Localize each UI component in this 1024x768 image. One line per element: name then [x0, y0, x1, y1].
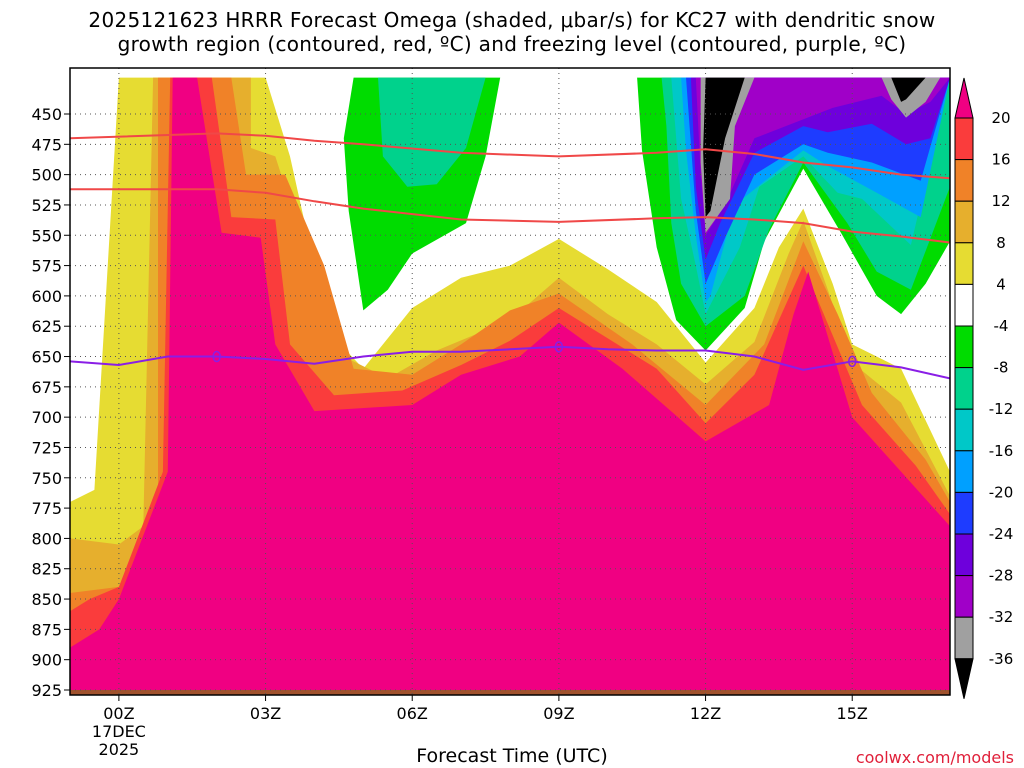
colorbar-label: -4	[994, 317, 1009, 335]
x-tick-label: 00Z	[103, 704, 134, 723]
x-tick-label: 03Z	[250, 704, 281, 723]
y-tick-label: 525	[31, 196, 62, 215]
colorbar-label: 16	[991, 151, 1010, 169]
colorbar-swatch	[954, 575, 974, 618]
colorbar-label: 20	[991, 109, 1010, 127]
colorbar-label: -32	[989, 608, 1014, 626]
colorbar-label: 4	[996, 275, 1006, 293]
credit-text[interactable]: coolwx.com/models	[855, 748, 1014, 767]
grid-lines	[70, 68, 950, 695]
colorbar-label: -24	[989, 525, 1014, 543]
y-tick-label: 900	[31, 651, 62, 670]
y-tick-label: 650	[31, 348, 62, 367]
x-date-label: 2025	[99, 740, 140, 759]
colorbar-label: -8	[994, 359, 1009, 377]
dendritic-growth-contour	[70, 132, 950, 180]
omega-region-6	[378, 77, 486, 187]
y-tick-label: 575	[31, 257, 62, 276]
x-axis-label: Forecast Time (UTC)	[416, 745, 608, 767]
colorbar-swatch	[954, 159, 974, 202]
colorbar-label: -12	[989, 400, 1014, 418]
y-tick-label: 700	[31, 408, 62, 427]
x-tick-label: 15Z	[837, 704, 868, 723]
colorbar-swatch	[954, 367, 974, 410]
freezing-level-label-marker	[554, 341, 564, 353]
x-date-label: 17DEC	[92, 722, 146, 741]
plot-frame	[69, 67, 951, 696]
colorbar-label: -16	[989, 442, 1014, 460]
y-tick-label: 675	[31, 378, 62, 397]
contour-lines	[70, 132, 950, 380]
y-tick-label: 725	[31, 438, 62, 457]
x-tick-label: 09Z	[543, 704, 574, 723]
y-tick-label: 775	[31, 499, 62, 518]
dendritic-growth-contour	[70, 188, 950, 244]
colorbar-swatch	[954, 491, 974, 535]
colorbar-label: -28	[989, 567, 1014, 585]
omega-region-4	[70, 77, 950, 695]
colorbar: 20 16 12 8 4 -4 -8 -12 -16 -20 -24 -28 -32 -36	[954, 77, 1014, 699]
colorbar-arrow-top	[954, 77, 974, 119]
y-tick-label: 625	[31, 317, 62, 336]
colorbar-swatch	[954, 616, 974, 660]
y-tick-label: 475	[31, 135, 62, 154]
omega-shading	[70, 77, 950, 695]
omega-region-16	[703, 77, 745, 218]
colorbar-label: -36	[989, 650, 1014, 668]
chart-title-line2: growth region (contoured, red, ºC) and f…	[117, 32, 907, 56]
x-tick-label: 12Z	[690, 704, 721, 723]
freezing-level-label-marker	[212, 350, 221, 363]
y-tick-label: 600	[31, 287, 62, 306]
colorbar-swatch	[954, 200, 974, 244]
colorbar-arrow-bottom	[954, 658, 974, 699]
y-tick-label: 450	[31, 105, 62, 124]
colorbar-swatch	[954, 242, 974, 285]
colorbar-label: 12	[991, 192, 1010, 210]
y-tick-label: 925	[31, 681, 62, 700]
y-tick-label: 825	[31, 560, 62, 579]
colorbar-swatch	[954, 533, 974, 577]
x-tick-label: 06Z	[397, 704, 428, 723]
colorbar-swatch	[954, 408, 974, 452]
freezing-level-label-marker	[847, 355, 857, 368]
chart-title-line1: 2025121623 HRRR Forecast Omega (shaded, …	[88, 8, 936, 32]
colorbar-swatch	[954, 117, 974, 161]
y-tick-label: 500	[31, 166, 62, 185]
colorbar-swatch	[954, 283, 974, 327]
y-tick-label: 750	[31, 469, 62, 488]
y-tick-label: 875	[31, 620, 62, 639]
omega-region-17	[891, 77, 926, 102]
colorbar-label: 8	[996, 234, 1006, 252]
omega-region-13	[695, 77, 950, 236]
freezing-level-contour	[70, 345, 950, 380]
colorbar-swatch	[954, 450, 974, 493]
chart-title: 2025121623 HRRR Forecast Omega (shaded, …	[0, 8, 1024, 56]
colorbar-label: -20	[989, 483, 1014, 501]
omega-region-18	[70, 690, 950, 695]
y-tick-label: 550	[31, 226, 62, 245]
y-tick-label: 850	[31, 590, 62, 609]
colorbar-swatch	[954, 325, 974, 369]
y-tick-label: 800	[31, 529, 62, 548]
y-axis-ticks: 450 475 500 525 550 575 600 625 650 675 700 725 750 7…	[31, 105, 70, 700]
